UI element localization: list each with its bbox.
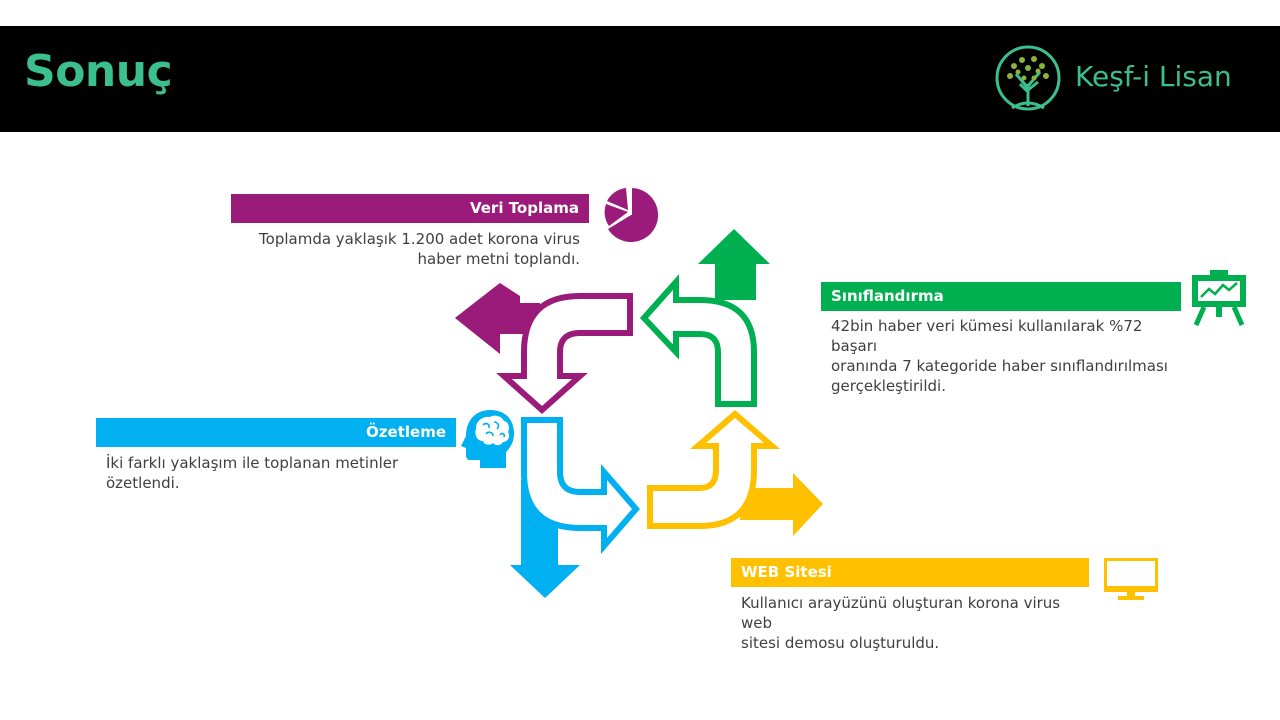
web-desc-line2: sitesi demosu oluşturuldu.	[741, 634, 940, 652]
ozetleme-desc: İki farklı yaklaşım ile toplanan metinle…	[106, 453, 446, 493]
sinif-desc-line2: oranında 7 kategoride haber sınıflandırı…	[831, 357, 1168, 375]
web-sitesi-bar: WEB Sitesi	[731, 558, 1089, 587]
brain-head-icon	[461, 410, 514, 468]
monitor-icon	[1104, 558, 1158, 600]
siniflandirma-label: Sınıflandırma	[831, 287, 944, 305]
tree-logo-icon	[995, 45, 1061, 111]
web-sitesi-desc: Kullanıcı arayüzünü oluşturan korona vir…	[741, 593, 1089, 653]
veri-desc-line2: haber metni toplandı.	[417, 250, 580, 268]
web-desc-line1: Kullanıcı arayüzünü oluşturan korona vir…	[741, 594, 1061, 632]
veri-toplama-desc: Toplamda yaklaşık 1.200 adet korona viru…	[231, 229, 580, 269]
brand-name: Keşf-i Lisan	[1075, 60, 1232, 93]
purple-arrow	[455, 283, 633, 415]
ozetleme-bar: Özetleme	[96, 418, 456, 447]
siniflandirma-desc: 42bin haber veri kümesi kullanılarak %72…	[831, 316, 1191, 396]
veri-toplama-bar: Veri Toplama	[231, 194, 589, 223]
page-title: Sonuç	[24, 46, 173, 97]
siniflandirma-bar: Sınıflandırma	[821, 282, 1181, 311]
sinif-desc-line3: gerçekleştirildi.	[831, 377, 946, 395]
pie-chart-icon	[604, 187, 659, 242]
header-bar: Sonuç Keşf-i Lisan	[0, 26, 1280, 132]
ozet-desc-line2: özetlendi.	[106, 474, 180, 492]
ozet-desc-line1: İki farklı yaklaşım ile toplanan metinle…	[106, 454, 399, 472]
veri-toplama-label: Veri Toplama	[469, 199, 579, 217]
blue-arrow	[510, 417, 640, 598]
web-sitesi-label: WEB Sitesi	[741, 563, 832, 581]
sinif-desc-line1: 42bin haber veri kümesi kullanılarak %72…	[831, 317, 1143, 355]
presentation-chart-icon	[1192, 270, 1246, 326]
veri-desc-line1: Toplamda yaklaşık 1.200 adet korona viru…	[259, 230, 580, 248]
ozetleme-label: Özetleme	[366, 423, 446, 441]
yellow-arrow	[647, 410, 823, 536]
brand-logo: Keşf-i Lisan	[994, 42, 1264, 122]
green-arrow	[639, 229, 770, 407]
